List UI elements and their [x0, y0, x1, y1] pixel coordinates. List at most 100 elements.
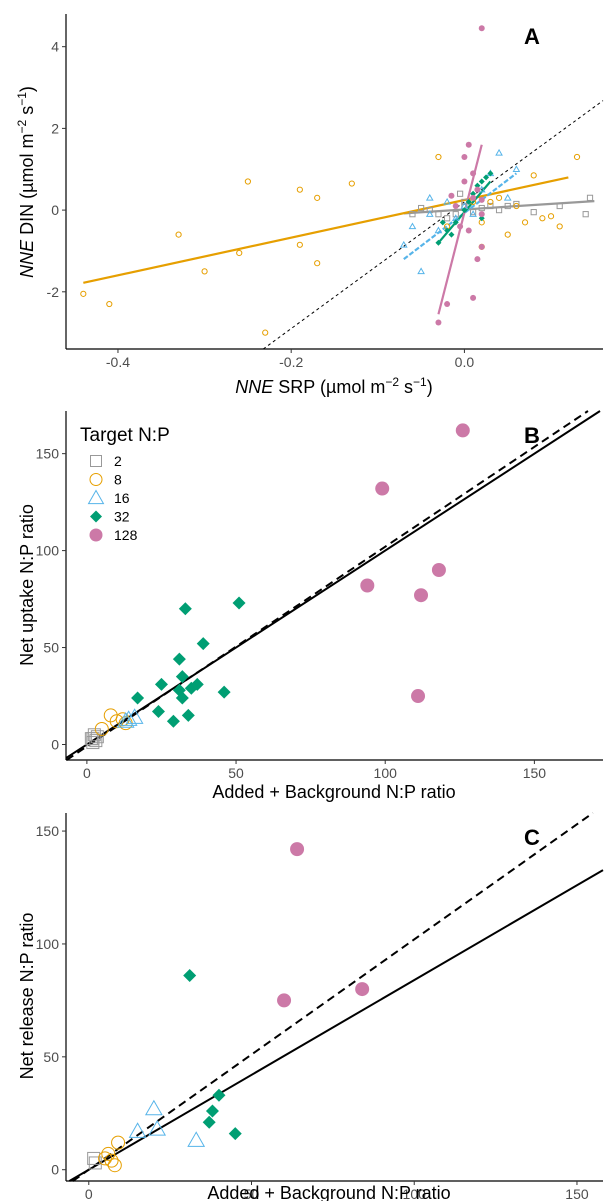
- panel-b-ticks: 0 50 100 150 0 50 100 150: [36, 446, 547, 781]
- point-np-8: [521, 219, 529, 226]
- panel-c-y-tick-label: 100: [36, 936, 60, 952]
- point-np-8: [348, 180, 355, 187]
- point-np-128: [478, 25, 485, 32]
- point-np-16: [512, 165, 521, 172]
- panel-a-y-tick-label: -2: [47, 284, 60, 300]
- panel-a-y-tick-label: 0: [51, 202, 59, 218]
- panel-c-y-tick-label: 50: [43, 1049, 59, 1065]
- panel-a-x-label-italic: NNE: [235, 377, 274, 397]
- point-np-8: [98, 1151, 113, 1166]
- point-np-32: [172, 652, 186, 666]
- panel-a-ticks: -0.4 -0.2 0.0 -2 0 2 4: [47, 39, 475, 370]
- point-np-2: [89, 734, 103, 748]
- point-np-32: [461, 207, 468, 214]
- point-np-8: [487, 198, 494, 206]
- panel-a-x-label-sup: −2: [385, 375, 399, 389]
- point-np-8: [106, 300, 113, 308]
- legend-symbol-np-2: [90, 455, 102, 467]
- point-np-16: [125, 708, 144, 724]
- point-np-8: [573, 153, 581, 161]
- point-np-16: [443, 197, 451, 205]
- point-np-8: [201, 268, 208, 275]
- point-np-8: [495, 194, 503, 201]
- point-np-2: [495, 206, 503, 214]
- point-np-128: [457, 223, 464, 230]
- point-np-32: [465, 198, 472, 205]
- point-np-128: [411, 689, 426, 704]
- legend-symbol-np-32: [90, 510, 102, 523]
- point-np-2: [409, 211, 416, 218]
- point-np-16: [128, 1122, 147, 1138]
- point-np-128: [290, 842, 305, 857]
- panel-b-lines: [65, 410, 601, 761]
- point-np-8: [101, 1146, 116, 1161]
- point-np-32: [483, 174, 490, 181]
- point-np-32: [452, 219, 459, 226]
- point-np-8: [314, 260, 321, 267]
- point-np-8: [547, 213, 555, 220]
- point-np-128: [474, 256, 481, 263]
- one-to-one-dashed-line: [262, 100, 604, 350]
- point-np-2: [87, 1151, 101, 1165]
- point-np-128: [461, 178, 468, 185]
- point-np-16: [148, 1120, 167, 1136]
- panel-a-y-label-italic: NNE: [17, 239, 37, 278]
- point-np-16: [119, 710, 138, 726]
- point-np-32: [217, 685, 231, 699]
- point-np-2: [469, 209, 477, 216]
- panel-a-x-label-end: ): [427, 377, 433, 397]
- panel-a-points: [80, 25, 594, 336]
- point-np-128: [355, 982, 370, 997]
- point-np-128: [360, 578, 375, 593]
- legend-label-np-16: 16: [114, 490, 130, 506]
- point-np-32: [202, 1115, 216, 1129]
- point-np-32: [448, 231, 455, 238]
- panel-a-reference-line: [262, 100, 604, 350]
- point-np-128: [470, 294, 477, 301]
- panel-c-ticks: 0 50 100 150 0 50 100 150: [36, 823, 589, 1201]
- legend-title: Target N:P: [80, 425, 170, 446]
- point-np-32: [181, 708, 195, 722]
- point-np-16: [187, 1131, 206, 1147]
- legend-label-np-128: 128: [114, 527, 138, 543]
- panel-a-x-tick-label: -0.4: [106, 354, 130, 370]
- point-np-8: [94, 721, 109, 736]
- point-np-32: [232, 596, 246, 610]
- point-np-128: [375, 481, 390, 496]
- legend-label-np-32: 32: [114, 509, 130, 525]
- point-np-128: [465, 227, 472, 234]
- panel-c-solid-line: [68, 869, 604, 1182]
- panel-c-x-tick-label: 0: [85, 1186, 93, 1201]
- point-np-2: [586, 194, 594, 201]
- point-np-2: [556, 202, 563, 210]
- panel-c-label: C: [524, 825, 540, 850]
- point-np-128: [455, 423, 470, 438]
- point-np-8: [107, 1158, 122, 1173]
- point-np-8: [513, 202, 520, 210]
- panel-a-x-label: NNE SRP (µmol m−2 s−1): [235, 375, 432, 397]
- point-np-128: [470, 170, 477, 177]
- panel-b-y-tick-label: 150: [36, 446, 60, 462]
- point-np-128: [444, 301, 451, 308]
- panel-b: 0 50 100 150 0 50 100 150 B Added + Background …: [17, 410, 603, 802]
- panel-b-x-tick-label: 50: [228, 765, 244, 781]
- panel-c-x-tick-label: 50: [244, 1186, 260, 1201]
- point-np-8: [539, 215, 546, 222]
- point-np-128: [478, 196, 485, 203]
- point-np-16: [116, 712, 135, 728]
- panel-b-x-tick-label: 0: [83, 765, 91, 781]
- panel-b-points: [84, 423, 470, 750]
- fit-line-np-128: [437, 144, 483, 315]
- point-np-32: [166, 714, 180, 728]
- point-np-8: [530, 172, 537, 179]
- point-np-32: [183, 969, 197, 983]
- point-np-16: [425, 193, 434, 201]
- point-np-8: [111, 1135, 126, 1150]
- panel-b-y-tick-label: 100: [36, 543, 60, 559]
- panel-a-x-label-sup2: −1: [413, 375, 427, 389]
- point-np-128: [448, 192, 455, 199]
- panel-b-dashed-line: [66, 410, 589, 761]
- point-np-16: [399, 240, 408, 248]
- point-np-16: [434, 226, 443, 234]
